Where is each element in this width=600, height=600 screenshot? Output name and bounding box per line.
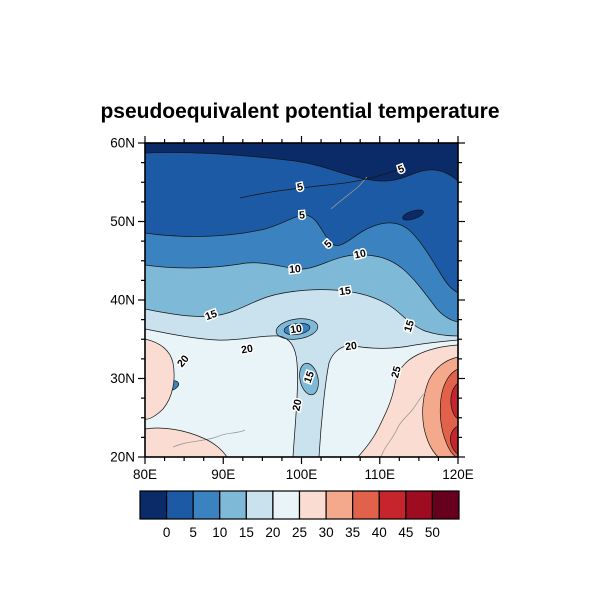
closed-contour-navy-blob: [402, 209, 424, 221]
colorbar-box: [325, 490, 354, 520]
contour-label: 10: [353, 247, 367, 261]
y-tick-label: 30N: [110, 371, 135, 386]
contour-line-5: [145, 214, 458, 294]
colorbar-tick-label: 35: [345, 525, 360, 540]
contour-label: 5: [296, 181, 304, 194]
y-tick-label: 50N: [110, 214, 135, 229]
x-tick-label: 120E: [442, 467, 474, 482]
contour-label: 15: [402, 319, 417, 334]
contour-label: 20: [240, 343, 254, 357]
contour-line-10: [145, 254, 458, 323]
colorbar-box: [298, 490, 327, 520]
contour-label: 15: [338, 285, 351, 299]
contour-line-25-bottomleft: [145, 427, 228, 457]
colorbar-box: [405, 490, 434, 520]
colorbar-box: [192, 490, 221, 520]
contour-label: 20: [290, 398, 304, 412]
colorbar-tick-label: 10: [212, 525, 227, 540]
contour-tongue-15-20: [283, 336, 349, 457]
contour-label: 10: [289, 323, 302, 337]
closed-contour-5-10-core: [283, 322, 311, 336]
contour-line-0: [145, 152, 458, 182]
colorbar: 0 5 10 15 20 25 30 35 40 45 50: [139, 490, 460, 540]
colorbar-tick-label: 15: [239, 525, 254, 540]
geo-outline-border: [172, 429, 246, 448]
closed-contour-15-blob: [299, 362, 319, 396]
y-tick-label: 20N: [110, 450, 135, 465]
colorbar-box: [431, 490, 460, 520]
colorbar-tick-label: 0: [163, 525, 171, 540]
x-tick-label: 80E: [133, 467, 157, 482]
colorbar-box: [352, 490, 380, 520]
x-tick-label: 110E: [364, 467, 395, 482]
contour-label: 20: [344, 340, 357, 354]
colorbar-box: [165, 490, 194, 520]
contour-label: 10: [289, 263, 302, 276]
colorbar-box: [219, 490, 247, 520]
y-tick-label: 60N: [110, 136, 135, 151]
contour-label: 25: [389, 365, 404, 380]
contour-band-25-30-left: [145, 338, 175, 420]
colorbar-tick-label: 40: [372, 525, 387, 540]
colorbar-tick-label: 25: [292, 525, 307, 540]
x-tick-label: 90E: [211, 467, 235, 482]
y-tick-label: 40N: [110, 293, 135, 308]
colorbar-tick-label: 45: [398, 525, 413, 540]
contour-line-15: [145, 289, 458, 337]
contour-line-25: [357, 344, 458, 457]
colorbar-box: [245, 490, 274, 520]
axis-ticks: 80E 90E 100E 110E 120E 60N 50N 40N 30N 20N: [110, 136, 474, 483]
colorbar-tick-label: 50: [425, 525, 440, 540]
colorbar-tick-label: 30: [319, 525, 334, 540]
colorbar-tick-label: 20: [265, 525, 280, 540]
plot-title: pseudoequivalent potential temperature: [100, 100, 500, 123]
contour-line-20-west: [145, 328, 298, 457]
contour-line-20-east: [318, 339, 458, 457]
contour-line-5-fold: [239, 169, 398, 199]
contour-label: 5: [299, 209, 306, 221]
geo-outline-coast: [380, 392, 426, 457]
x-tick-label: 100E: [286, 467, 318, 482]
colorbar-box: [272, 490, 301, 520]
contour-band-40-45-lower: [450, 425, 458, 455]
contour-band-40-45-upper: [450, 382, 458, 420]
colorbar-tick-label: 5: [189, 525, 197, 540]
colorbar-box: [378, 490, 407, 520]
contour-band-25-30-bottomleft: [145, 428, 227, 457]
colorbar-box: [139, 490, 168, 520]
